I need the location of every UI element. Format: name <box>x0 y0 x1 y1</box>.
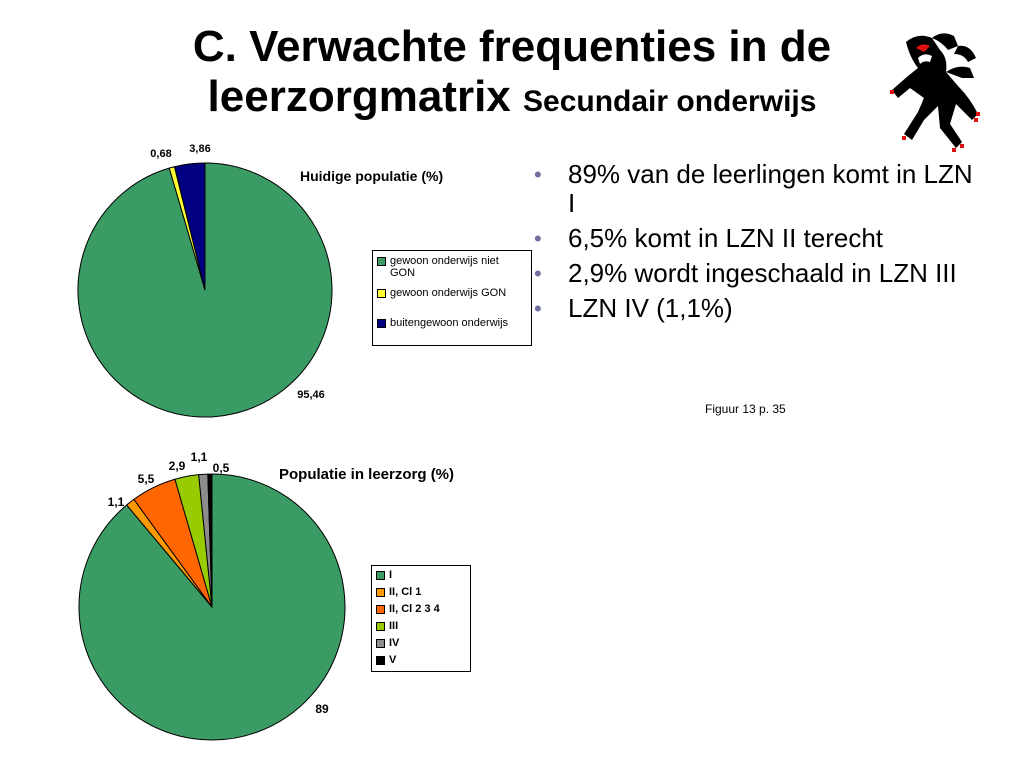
chart-2-legend-item-1: I <box>376 569 392 581</box>
chart-1-data-label-3: 3,86 <box>189 143 210 155</box>
chart-2-data-label-3: 5,5 <box>138 472 155 486</box>
bullet-item: • 2,9% wordt ingeschaald in LZN III <box>534 258 957 288</box>
chart-2-legend-item-3: II, Cl 2 3 4 <box>376 603 440 615</box>
legend-swatch <box>377 289 386 298</box>
legend-swatch <box>376 588 385 597</box>
legend-swatch <box>377 257 386 266</box>
chart-1-legend-item-1: gewoon onderwijs niet GON <box>377 255 499 279</box>
chart-2-legend-item-5: IV <box>376 637 399 649</box>
chart-2-data-label-1: 89 <box>315 702 329 716</box>
chart-2-data-label-2: 1,1 <box>108 495 125 509</box>
legend-label: V <box>389 654 397 666</box>
legend-label: II, Cl 2 3 4 <box>389 603 440 615</box>
chart-2-title: Populatie in leerzorg (%) <box>279 466 455 483</box>
chart-2-slice-6 <box>207 473 213 608</box>
legend-label: buitengewoon onderwijs <box>390 317 509 329</box>
bullet-item: • 6,5% komt in LZN II terecht <box>534 223 884 253</box>
legend-label: gewoon onderwijs GON <box>390 287 507 299</box>
legend-label: III <box>389 620 399 632</box>
chart-2-legend-item-2: II, Cl 1 <box>376 586 421 598</box>
chart-2-data-label-6: 0,5 <box>213 461 230 475</box>
chart-2-data-label-4: 2,9 <box>169 459 186 473</box>
legend-swatch <box>376 605 385 614</box>
legend-label: II, Cl 1 <box>389 586 422 598</box>
bullet-item: • LZN IV (1,1%) <box>534 293 733 323</box>
bullet-dot-icon: • <box>534 226 542 251</box>
chart-2-data-label-5: 1,1 <box>191 450 208 464</box>
legend-swatch <box>377 319 386 328</box>
bullet-dot-icon: • <box>534 261 542 286</box>
bullet-dot-icon: • <box>534 162 542 187</box>
legend-swatch <box>376 622 385 631</box>
legend-label: IV <box>389 637 400 649</box>
chart-1-title: Huidige populatie (%) <box>300 168 444 184</box>
legend-label: gewoon onderwijs niet GON <box>390 255 499 279</box>
slide-title-line-2: leerzorgmatrix <box>207 72 511 121</box>
legend-swatch <box>376 656 385 665</box>
chart-2-legend-item-4: III <box>376 620 398 632</box>
slide-title-line-1: C. Verwachte frequenties in de <box>192 22 832 71</box>
chart-1-data-label-2: 0,68 <box>150 148 171 160</box>
chart-1-legend: gewoon onderwijs niet GON gewoon onderwijs… <box>372 250 532 346</box>
legend-swatch <box>376 639 385 648</box>
slide-subtitle: Secundair onderwijs <box>523 85 817 118</box>
chart-1-slice-3 <box>173 162 206 291</box>
bullet-item: • 89% van de leerlingen komt in LZN I <box>534 159 973 218</box>
bullet-dot-icon: • <box>534 296 542 321</box>
legend-label: I <box>389 569 393 581</box>
chart-1-legend-item-2: gewoon onderwijs GON <box>377 287 506 299</box>
chart-2-legend: I II, Cl 1 II, Cl 2 3 4 III IV V <box>371 565 471 672</box>
slide-title: C. Verwachte frequenties in de leerzorgm… <box>0 22 1024 127</box>
legend-swatch <box>376 571 385 580</box>
chart-2-legend-item-6: V <box>376 654 396 666</box>
flemish-lion-icon <box>890 33 980 152</box>
chart-1-legend-item-3: buitengewoon onderwijs <box>377 317 508 329</box>
figure-source: Figuur 13 p. 35 <box>705 402 786 416</box>
chart-1-data-label-1: 95,46 <box>297 389 325 401</box>
bullet-list: • 89% van de leerlingen komt in LZN I • 6,… <box>534 160 974 329</box>
